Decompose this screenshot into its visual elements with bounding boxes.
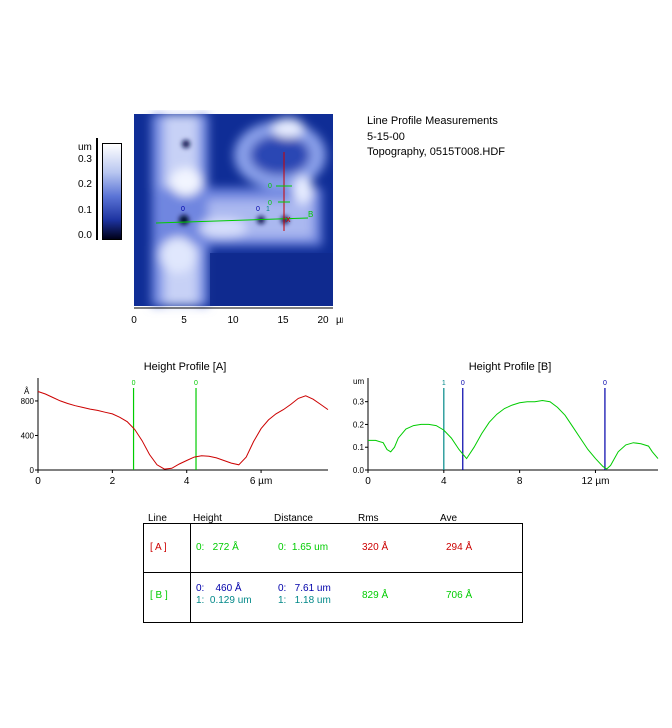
image-x-unit: µm [336,315,343,326]
colorbar-tick: 0.1 [78,205,92,216]
chart-a-x-tick-label: 0 [35,476,41,487]
profile-b-cursor-label: 0 [256,206,260,213]
colorbar-gradient [102,143,122,240]
profile-line-b[interactable] [155,217,309,224]
profile-b-cursor-label: 1 [266,206,270,213]
chart-b-title: Height Profile [B] [469,361,552,373]
row-a-height: 0: 272 Å [196,542,239,553]
chart-b-y-tick-label: 0.2 [353,420,365,429]
chart-b-x-tick-label: 4 [441,476,447,487]
colorbar-tick: 0.0 [78,230,92,241]
profile-line-b-label: B [308,210,313,219]
profile-b-cursor-label: 0 [181,206,185,213]
profile-a-cursor-label: 0 [268,200,272,207]
measurement-table: Line Height Distance Rms Ave [ A ] 0: 27… [143,511,523,623]
table-header-rms: Rms [358,513,379,524]
colorbar: um 0.3 0.2 0.1 0.0 [78,138,128,248]
row-b-distance-0: 0: 7.61 um [278,583,331,594]
page-title: Line Profile Measurements [367,115,498,127]
table-body: [ A ] 0: 272 Å 0: 1.65 um 320 Å 294 Å [ … [143,523,523,623]
chart-b-y-tick-label: 0.1 [353,443,365,452]
topography-image [134,114,333,306]
chart-b-series-line [368,399,659,470]
chart-a-y-tick-label: 400 [21,431,35,440]
chart-a-x-tick-label: 4 [184,476,190,487]
chart-b-cursor-label: 0 [603,380,607,387]
row-b-height-0: 0: 460 Å [196,583,242,594]
chart-a-x-tick-label: 6 µm [250,476,272,487]
table-header-distance: Distance [274,513,313,524]
chart-a-y-tick-label: 800 [21,397,35,406]
chart-a-series-line [37,391,329,470]
row-b-distance-1: 1: 1.18 um [278,595,331,606]
chart-a-x-tick-label: 2 [110,476,116,487]
colorbar-tick: 0.3 [78,154,92,165]
chart-b-x-tick-label: 0 [365,476,371,487]
image-x-tick: 10 [227,315,239,326]
chart-a-y-tick-label: 0 [30,466,35,475]
table-header-height: Height [193,513,222,524]
colorbar-unit: um [78,142,92,153]
colorbar-axis [96,138,98,240]
colorbar-tick: 0.2 [78,179,92,190]
table-header-line: Line [148,513,167,524]
profile-a-end-marker: x [286,214,291,224]
chart-b-cursor-label: 1 [442,380,446,387]
chart-b-y-tick-label: 0.0 [353,466,365,475]
chart-a-cursor-label: 0 [194,380,198,387]
row-a-rms: 320 Å [362,542,389,553]
image-x-tick: 5 [181,315,187,326]
height-profile-b-chart: Height Profile [B] um 0.0 0.1 0.2 0.3 0 4 8 12 … [353,361,659,487]
chart-a-title: Height Profile [A] [144,361,227,373]
chart-b-y-tick-label: 0.3 [353,398,365,407]
chart-b-cursor-label: 0 [461,380,465,387]
chart-b-x-tick-label: 8 [517,476,523,487]
chart-a-ylabel: Å [24,387,30,396]
date-label: 5-15-00 [367,131,405,143]
row-b-rms: 829 Å [362,590,389,601]
chart-b-x-tick-label: 12 µm [581,476,609,487]
row-a-distance: 0: 1.65 um [278,542,329,553]
chart-a-cursor-label: 0 [132,380,136,387]
table-divider [190,524,191,622]
table-divider [144,572,522,573]
chart-b-ylabel: um [353,377,364,386]
row-a-ave: 294 Å [446,542,473,553]
image-x-tick: 15 [277,315,289,326]
row-b-ave: 706 Å [446,590,473,601]
topography-image-panel: x B 0 0 0 0 1 0 5 10 15 20 µm [131,114,343,326]
row-b-height-1: 1: 0.129 um [196,595,252,606]
row-b-line: [ B ] [150,590,168,601]
file-label: Topography, 0515T008.HDF [367,146,505,158]
image-x-tick: 20 [317,315,329,326]
profile-a-cursor-label: 0 [268,183,272,190]
table-header-ave: Ave [440,513,458,524]
image-x-tick: 0 [131,315,137,326]
row-a-line: [ A ] [150,542,167,553]
